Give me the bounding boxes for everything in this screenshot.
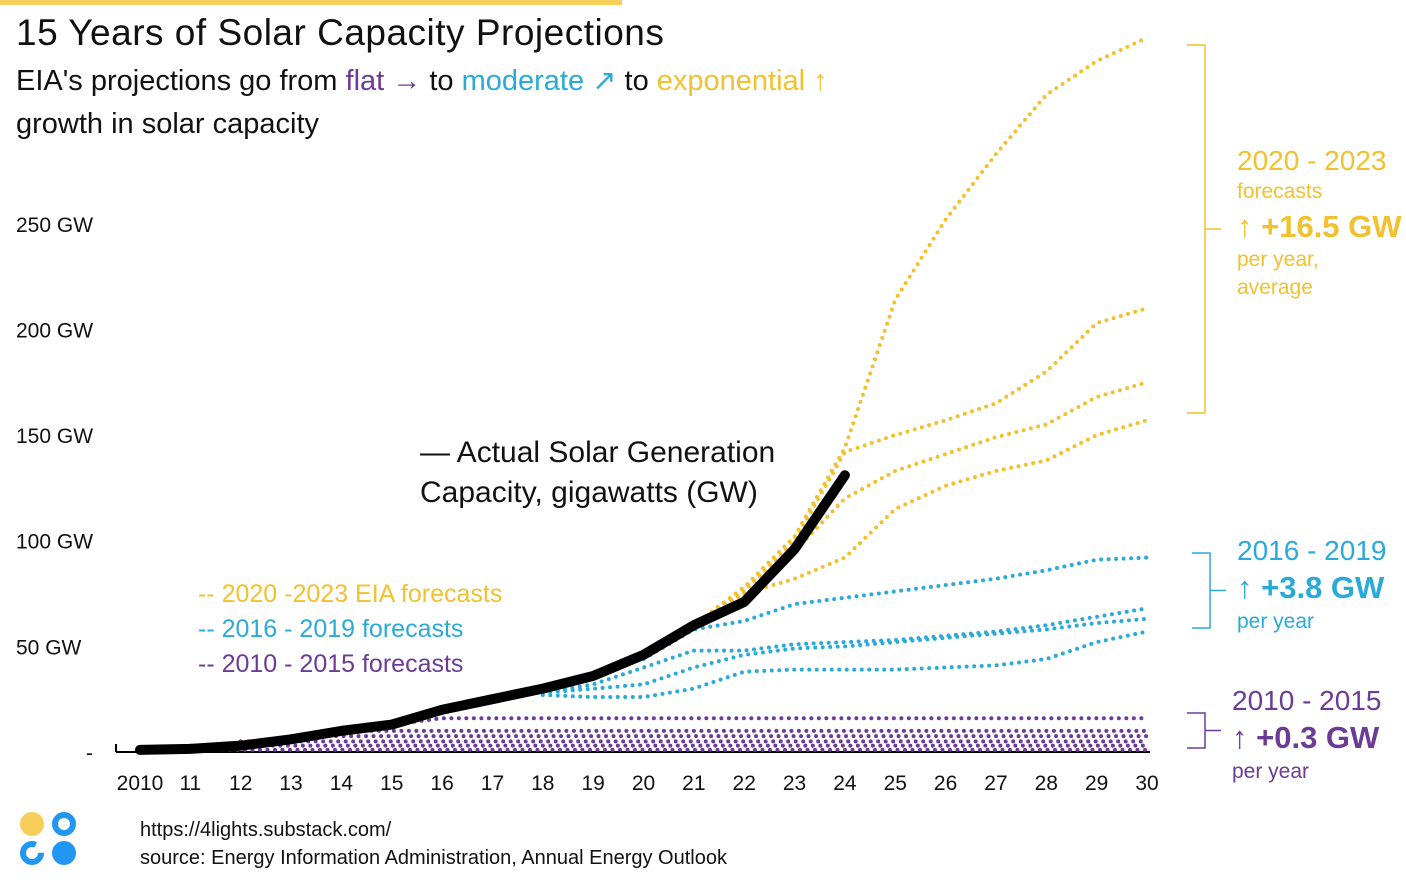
logo-ring <box>52 812 76 836</box>
subtitle-exponential: exponential ↑ <box>656 65 828 97</box>
bracket-purple <box>1187 712 1221 749</box>
actual-line-label: Capacity, gigawatts (GW) <box>420 476 758 509</box>
forecast-line-yellow-2 <box>691 380 1149 628</box>
x-tick-label: 30 <box>1135 772 1158 795</box>
y-tick-label: 50 GW <box>16 636 82 659</box>
x-tick-label: 27 <box>984 772 1007 795</box>
x-tick-label: 15 <box>380 772 403 795</box>
y-tick-label: 150 GW <box>16 425 93 448</box>
y-tick-label: - <box>86 742 93 765</box>
x-tick-label: 18 <box>531 772 554 795</box>
actual-capacity-line <box>135 470 850 755</box>
bracket-yellow <box>1187 44 1221 414</box>
x-tick-label: 25 <box>884 772 907 795</box>
x-tick-label: 24 <box>833 772 857 795</box>
legend-item-blue: -- 2016 - 2019 forecasts <box>198 615 463 643</box>
footer: https://4lights.substack.com/ source: En… <box>140 816 727 872</box>
chart-subtitle: EIA's projections go from flat → to mode… <box>16 60 996 146</box>
annotation-note: per year <box>1237 610 1314 633</box>
annotation-years: 2010 - 2015 <box>1232 685 1381 716</box>
x-tick-label: 11 <box>179 772 201 795</box>
forecast-line-yellow-1 <box>691 306 1149 628</box>
x-tick-label: 16 <box>430 772 453 795</box>
x-tick-label: 17 <box>481 772 504 795</box>
logo-circle-yellow <box>20 812 44 836</box>
annotation-years: 2020 - 2023 <box>1237 145 1386 176</box>
x-tick-label: 21 <box>682 772 705 795</box>
forecast-line-purple-8 <box>389 716 1149 727</box>
actual-line-label: — Actual Solar Generation <box>420 436 775 469</box>
four-circles-logo <box>20 812 76 865</box>
x-tick-label: 22 <box>733 772 756 795</box>
annotation-years: 2016 - 2019 <box>1237 535 1386 566</box>
x-tick-label: 26 <box>934 772 957 795</box>
forecast-line-yellow-3 <box>691 418 1149 628</box>
x-tick-label: 14 <box>330 772 354 795</box>
annotation-note: average <box>1237 276 1313 299</box>
subtitle-text: growth in solar capacity <box>16 108 320 140</box>
y-tick-label: 200 GW <box>16 319 93 342</box>
forecast-line-blue-4 <box>591 555 1149 676</box>
x-tick-label: 19 <box>581 772 604 795</box>
legend-item-yellow: -- 2020 -2023 EIA forecasts <box>198 580 502 608</box>
subtitle-text: to <box>616 65 657 97</box>
x-tick-label: 23 <box>783 772 806 795</box>
x-tick-label: 12 <box>229 772 252 795</box>
chart-title: 15 Years of Solar Capacity Projections <box>16 12 665 53</box>
forecast-line-blue-7 <box>540 629 1149 700</box>
x-tick-label: 13 <box>279 772 302 795</box>
y-tick-label: 250 GW <box>16 214 93 237</box>
logo-circle-blue <box>52 841 76 865</box>
subtitle-text: to <box>421 65 462 97</box>
annotation-value: ↑ +0.3 GW <box>1232 720 1380 755</box>
annotation-value: ↑ +3.8 GW <box>1237 570 1385 605</box>
x-tick-label: 20 <box>632 772 655 795</box>
source-url[interactable]: https://4lights.substack.com/ <box>140 819 392 841</box>
subtitle-moderate: moderate ↗ <box>461 65 617 97</box>
legend-item-purple: -- 2010 - 2015 forecasts <box>198 650 463 678</box>
x-tick-label: 29 <box>1085 772 1108 795</box>
logo-ring-gap <box>20 841 44 865</box>
annotation-note: per year, <box>1237 248 1319 271</box>
bracket-blue <box>1192 552 1226 629</box>
forecast-line-blue-6 <box>540 616 1149 695</box>
source-note: source: Energy Information Administratio… <box>140 847 727 869</box>
annotation-note: per year <box>1232 760 1309 783</box>
annotation-label: forecasts <box>1237 180 1322 203</box>
y-tick-label: 100 GW <box>16 531 93 554</box>
forecast-line-yellow-0 <box>691 35 1149 628</box>
subtitle-text: EIA's projections go from <box>16 65 346 97</box>
forecast-line-blue-5 <box>540 606 1149 695</box>
x-tick-label: 28 <box>1035 772 1058 795</box>
x-tick-label: 2010 <box>117 772 164 795</box>
annotation-value: ↑ +16.5 GW <box>1237 209 1402 244</box>
top-accent-bar <box>0 0 622 5</box>
subtitle-flat: flat → <box>345 65 422 97</box>
